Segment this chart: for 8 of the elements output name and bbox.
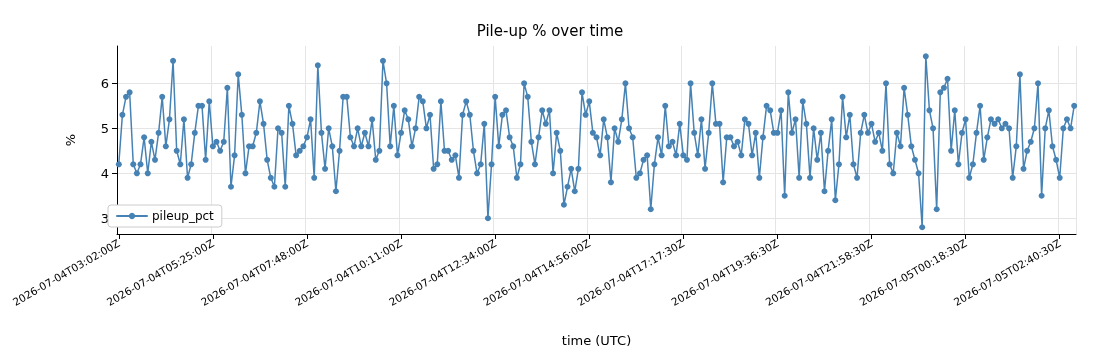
y-tick-label: 6 [100, 75, 109, 91]
y-tick-label: 5 [100, 120, 109, 136]
chart-title: Pile-up % over time [476, 21, 624, 40]
legend-label: pileup_pct [152, 209, 215, 223]
y-axis-title: % [62, 133, 78, 147]
y-tick-label: 3 [100, 210, 109, 226]
y-tick-label: 4 [100, 165, 109, 181]
x-axis-title: time (UTC) [561, 333, 632, 348]
